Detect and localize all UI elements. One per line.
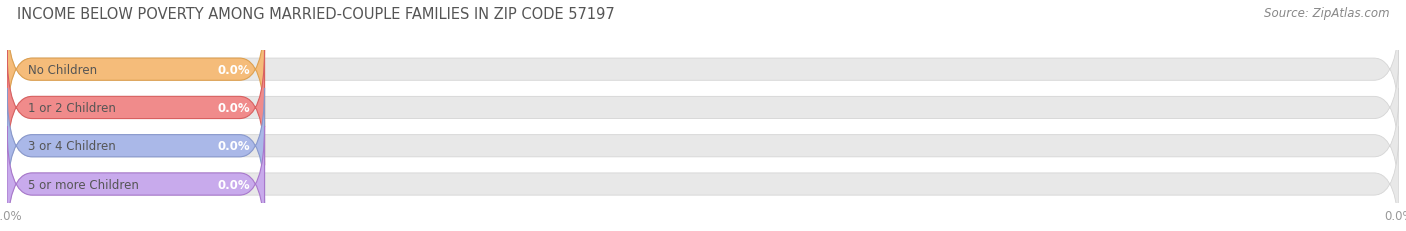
FancyBboxPatch shape	[7, 127, 264, 231]
Text: 0.0%: 0.0%	[218, 178, 250, 191]
FancyBboxPatch shape	[7, 50, 264, 166]
FancyBboxPatch shape	[7, 12, 1399, 128]
Text: 0.0%: 0.0%	[218, 140, 250, 153]
FancyBboxPatch shape	[7, 50, 1399, 166]
FancyBboxPatch shape	[7, 88, 1399, 204]
Text: Source: ZipAtlas.com: Source: ZipAtlas.com	[1264, 7, 1389, 20]
Text: 3 or 4 Children: 3 or 4 Children	[28, 140, 115, 153]
FancyBboxPatch shape	[7, 127, 1399, 231]
Text: 5 or more Children: 5 or more Children	[28, 178, 139, 191]
FancyBboxPatch shape	[7, 88, 264, 204]
FancyBboxPatch shape	[7, 12, 264, 128]
Text: No Children: No Children	[28, 63, 97, 76]
Text: 0.0%: 0.0%	[218, 63, 250, 76]
Text: 1 or 2 Children: 1 or 2 Children	[28, 101, 115, 115]
Text: INCOME BELOW POVERTY AMONG MARRIED-COUPLE FAMILIES IN ZIP CODE 57197: INCOME BELOW POVERTY AMONG MARRIED-COUPL…	[17, 7, 614, 22]
Text: 0.0%: 0.0%	[218, 101, 250, 115]
